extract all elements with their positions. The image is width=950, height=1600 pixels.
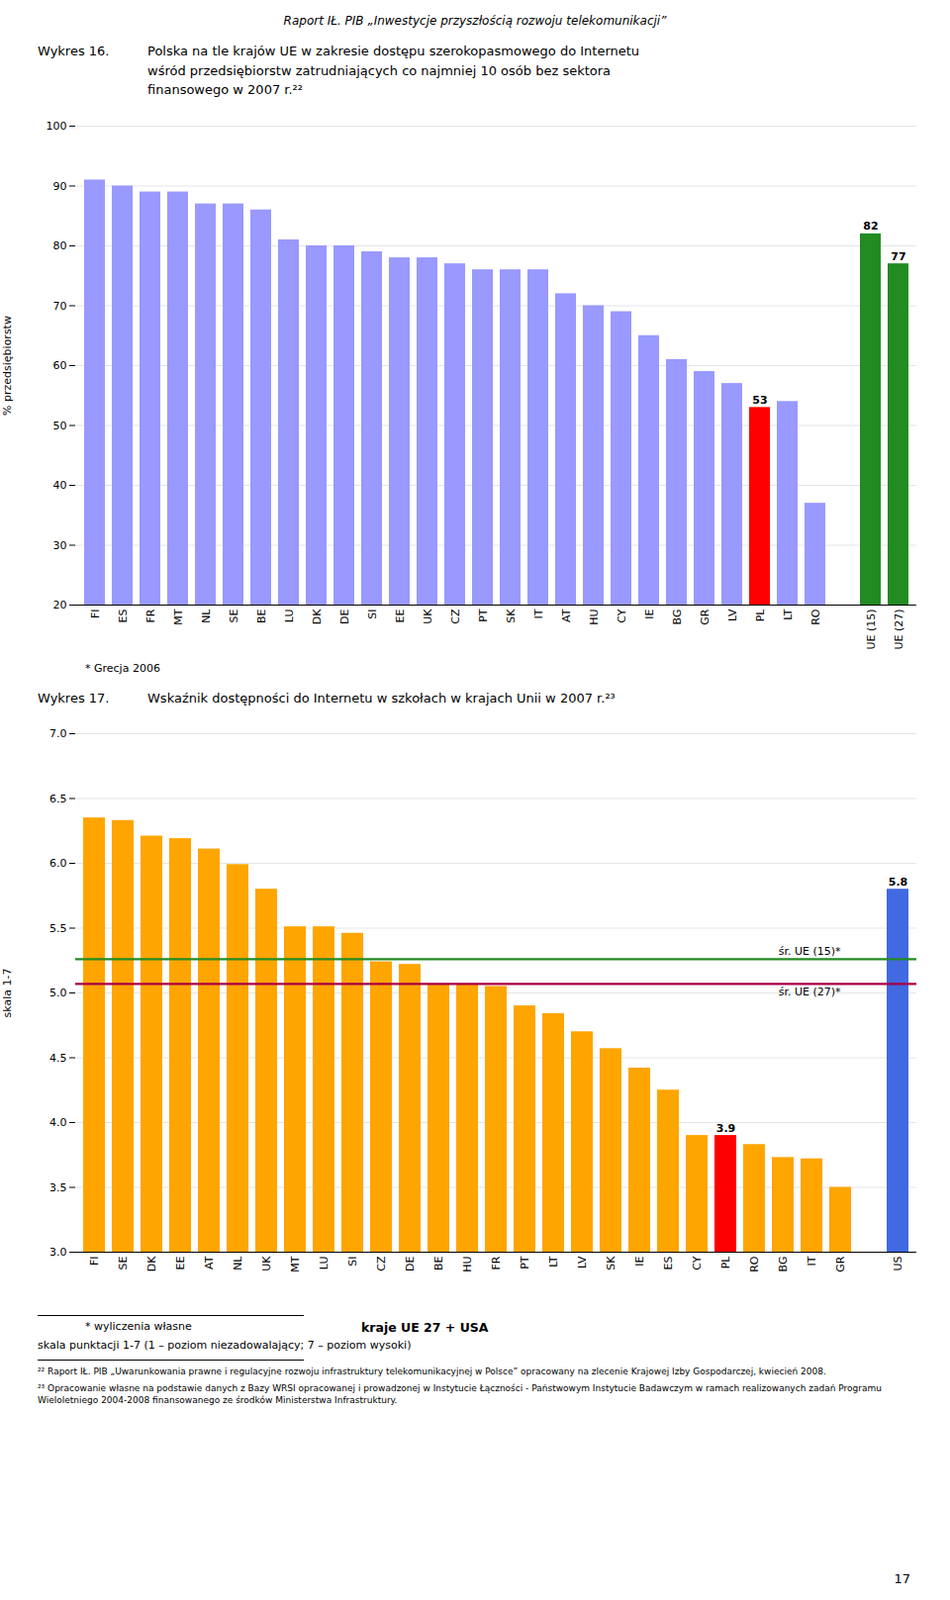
svg-text:LU: LU xyxy=(283,608,296,623)
svg-text:CZ: CZ xyxy=(449,608,463,625)
svg-text:RO: RO xyxy=(809,608,823,626)
svg-text:3.9: 3.9 xyxy=(716,1122,737,1136)
svg-text:SK: SK xyxy=(604,1255,618,1271)
svg-text:SE: SE xyxy=(116,1255,130,1270)
svg-text:HU: HU xyxy=(461,1256,475,1273)
svg-text:LT: LT xyxy=(547,1255,561,1268)
svg-text:70: 70 xyxy=(53,298,68,312)
svg-text:SE: SE xyxy=(227,608,241,623)
svg-text:CY: CY xyxy=(615,608,629,623)
svg-text:IE: IE xyxy=(633,1255,647,1266)
html-text:²² Raport IŁ. PIB „Uwarunkowan: ²² Raport IŁ. PIB „Uwarunkowania prawne … xyxy=(37,1366,827,1377)
svg-text:LV: LV xyxy=(575,1255,589,1269)
svg-text:4.5: 4.5 xyxy=(49,1051,68,1065)
svg-text:ES: ES xyxy=(662,1255,675,1270)
svg-text:BE: BE xyxy=(255,608,269,624)
svg-text:7.0: 7.0 xyxy=(49,727,68,741)
svg-text:20: 20 xyxy=(53,598,68,612)
html-text:Polska na tle krajów UE w zakr: Polska na tle krajów UE w zakresie dostę… xyxy=(147,43,640,97)
svg-text:5.8: 5.8 xyxy=(888,875,909,889)
svg-text:100: 100 xyxy=(46,119,68,133)
svg-text:NL: NL xyxy=(231,1255,245,1271)
svg-text:RO: RO xyxy=(748,1255,761,1273)
html-text:²³ Opracowanie własne na podst: ²³ Opracowanie własne na podstawie danyc… xyxy=(37,1383,882,1406)
svg-text:SI: SI xyxy=(346,1256,360,1267)
svg-text:40: 40 xyxy=(53,478,68,492)
html-text:Raport IŁ. PIB „Inwestycje prz: Raport IŁ. PIB „Inwestycje przyszłością … xyxy=(283,13,667,28)
svg-text:SI: SI xyxy=(366,608,380,619)
svg-text:% przedsiębiorstw: % przedsiębiorstw xyxy=(0,315,14,416)
html-text:Wykres 17.: Wykres 17. xyxy=(37,690,110,706)
svg-text:50: 50 xyxy=(53,418,68,432)
svg-text:MT: MT xyxy=(172,608,186,625)
svg-text:3.5: 3.5 xyxy=(49,1181,68,1195)
svg-text:BG: BG xyxy=(670,608,684,625)
html-text:Wykres 16.: Wykres 16. xyxy=(37,43,110,59)
svg-text:MT: MT xyxy=(288,1255,302,1272)
svg-text:SK: SK xyxy=(504,607,518,623)
svg-text:UE (27): UE (27) xyxy=(892,608,906,650)
svg-text:CY: CY xyxy=(690,1255,704,1270)
svg-text:HU: HU xyxy=(587,608,601,625)
html-text:17: 17 xyxy=(894,1571,911,1587)
svg-text:GR: GR xyxy=(698,608,712,626)
html-text:skala punktacji 1-7 (1 – pozio: skala punktacji 1-7 (1 – poziom niezadow… xyxy=(37,1338,412,1352)
html-text:* wyliczenia własne: * wyliczenia własne xyxy=(85,1320,192,1333)
html-text:Wskaźnik dostępności do Intern: Wskaźnik dostępności do Internetu w szko… xyxy=(147,690,616,706)
svg-text:PL: PL xyxy=(719,1255,733,1270)
svg-text:5.0: 5.0 xyxy=(49,986,68,1000)
svg-text:FI: FI xyxy=(88,1256,101,1267)
svg-text:IT: IT xyxy=(805,1255,819,1266)
svg-text:6.5: 6.5 xyxy=(49,792,68,806)
svg-text:FI: FI xyxy=(89,608,102,619)
svg-text:LU: LU xyxy=(317,1256,331,1271)
svg-text:30: 30 xyxy=(53,538,68,552)
svg-text:śr. UE (15)*: śr. UE (15)* xyxy=(778,945,842,958)
svg-text:skala 1-7: skala 1-7 xyxy=(0,968,14,1019)
html-text:* Grecja 2006: * Grecja 2006 xyxy=(85,661,161,675)
svg-text:IE: IE xyxy=(643,608,657,619)
svg-text:PT: PT xyxy=(476,608,490,623)
svg-text:UE (15): UE (15) xyxy=(864,608,878,650)
svg-text:LV: LV xyxy=(726,608,740,622)
svg-text:CZ: CZ xyxy=(375,1255,388,1272)
svg-text:DK: DK xyxy=(145,1255,159,1272)
svg-text:60: 60 xyxy=(53,359,68,373)
svg-text:EE: EE xyxy=(174,1255,188,1270)
svg-text:4.0: 4.0 xyxy=(49,1116,68,1130)
svg-text:ES: ES xyxy=(116,608,130,623)
svg-text:BE: BE xyxy=(432,1255,446,1271)
svg-text:DE: DE xyxy=(403,1255,417,1271)
svg-text:80: 80 xyxy=(53,239,68,253)
svg-text:AT: AT xyxy=(202,1255,216,1270)
svg-text:IT: IT xyxy=(532,608,546,619)
svg-text:82: 82 xyxy=(862,219,878,233)
svg-text:BG: BG xyxy=(776,1256,790,1273)
svg-text:90: 90 xyxy=(53,179,68,192)
svg-text:EE: EE xyxy=(393,608,407,623)
svg-text:77: 77 xyxy=(890,249,906,263)
svg-text:53: 53 xyxy=(752,392,767,406)
svg-text:NL: NL xyxy=(199,607,213,623)
svg-text:śr. UE (27)*: śr. UE (27)* xyxy=(778,985,842,999)
svg-text:LT: LT xyxy=(781,608,795,621)
html-text:kraje UE 27 + USA: kraje UE 27 + USA xyxy=(361,1320,489,1335)
svg-text:UK: UK xyxy=(421,607,435,624)
svg-text:PT: PT xyxy=(518,1255,532,1270)
svg-text:6.0: 6.0 xyxy=(49,856,68,870)
svg-text:US: US xyxy=(891,1255,905,1271)
svg-text:FR: FR xyxy=(144,608,158,623)
svg-text:3.0: 3.0 xyxy=(49,1245,68,1259)
svg-text:FR: FR xyxy=(489,1255,503,1270)
svg-text:5.5: 5.5 xyxy=(49,922,68,936)
svg-text:GR: GR xyxy=(834,1255,848,1273)
svg-text:UK: UK xyxy=(260,1255,274,1272)
svg-text:DK: DK xyxy=(310,607,324,624)
svg-text:PL: PL xyxy=(754,607,767,622)
svg-text:DE: DE xyxy=(338,608,352,624)
svg-text:AT: AT xyxy=(560,608,573,623)
